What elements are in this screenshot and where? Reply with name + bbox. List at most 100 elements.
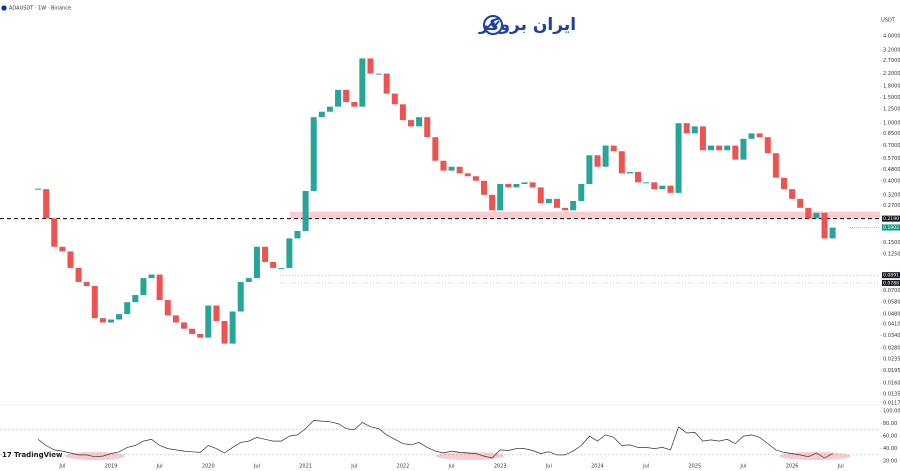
candle [302, 190, 309, 231]
candle [318, 111, 325, 118]
watermark: TradingView [14, 451, 63, 459]
candle [505, 183, 512, 188]
rsi-line [37, 420, 833, 459]
candle [286, 238, 293, 268]
y-tick-label: 0.7000 [883, 143, 900, 149]
candle [416, 117, 423, 127]
candle [529, 182, 536, 188]
y-tick-label: 0.8500 [883, 131, 900, 137]
candle [237, 281, 244, 312]
candle [667, 185, 674, 193]
candle [197, 333, 204, 338]
x-tick-label: 2021 [299, 464, 312, 470]
candle [108, 319, 114, 323]
candle [480, 180, 487, 195]
x-tick-label: Jul [58, 464, 65, 470]
candle [440, 160, 447, 171]
x-tick-label: Jul [545, 464, 552, 470]
candle [91, 286, 98, 319]
y-tick-label: 0.0410 [883, 321, 900, 327]
rsi-tick-label: 80.00 [883, 421, 897, 427]
y-tick-label: 0.3200 [883, 192, 900, 198]
candle [383, 73, 390, 94]
candle [262, 246, 269, 262]
y-tick-label: 0.4800 [883, 167, 900, 173]
highlight [436, 452, 504, 460]
candle [448, 166, 455, 171]
candle [602, 145, 609, 167]
x-tick-label: 2025 [688, 464, 701, 470]
candle [124, 302, 131, 315]
candle [132, 295, 139, 303]
resistance-zone [290, 211, 880, 219]
candle [326, 106, 333, 112]
candle [724, 145, 731, 151]
y-tick-label: 0.5700 [883, 156, 900, 162]
candle [67, 251, 74, 268]
candle [675, 123, 682, 193]
candle [764, 137, 771, 154]
candle [294, 230, 301, 239]
candle [75, 267, 82, 282]
candle [691, 126, 698, 134]
x-tick-label: Jul [837, 464, 844, 470]
rsi-tick-label: 20.00 [883, 459, 897, 465]
candle [716, 145, 723, 151]
candle [253, 246, 260, 279]
candle [699, 126, 706, 151]
x-tick-label: 2026 [786, 464, 799, 470]
y-tick-label: 2.2000 [883, 71, 900, 77]
candle [805, 207, 812, 219]
candle [708, 145, 715, 151]
y-tick-label: 0.0340 [883, 333, 900, 339]
candle [456, 166, 463, 174]
candle [270, 261, 277, 268]
candle [578, 183, 585, 201]
x-tick-label: Jul [350, 464, 357, 470]
candle [343, 89, 350, 103]
candle [391, 93, 398, 105]
y-tick-label: 1.8000 [883, 84, 900, 90]
candle [594, 155, 601, 167]
rsi-tick-label: 60.00 [883, 434, 897, 440]
candle [829, 227, 836, 239]
candle [172, 315, 179, 323]
y-tick-label: 1.5000 [883, 95, 900, 101]
candle [586, 155, 593, 184]
x-tick-label: 2022 [397, 464, 410, 470]
y-tick-label: 0.0135 [883, 391, 900, 397]
y-tick-label: 0.0117 [883, 400, 900, 406]
last-price-box [882, 224, 900, 231]
x-tick-label: 2024 [591, 464, 604, 470]
candle [756, 133, 763, 138]
y-tick-label: 0.0160 [883, 381, 900, 387]
y-tick-label: 0.2700 [883, 203, 900, 209]
candle [732, 145, 739, 160]
chart-title: ADAUSDT · 1W · Binance [9, 6, 71, 12]
y-tick-label: 0.4000 [883, 178, 900, 184]
candle [213, 305, 220, 321]
candle [651, 182, 658, 190]
level-label: 0.2190 [883, 216, 899, 222]
candle [464, 173, 471, 177]
candle [375, 73, 382, 75]
y-tick-label: 2.7000 [883, 58, 900, 64]
y-tick-label: 0.0195 [883, 368, 900, 374]
candle [221, 320, 228, 344]
candle [335, 89, 342, 107]
rsi-tick-label: 100.00 [883, 409, 900, 415]
candle [351, 102, 358, 107]
y-tick-label: 1.0000 [883, 121, 900, 127]
candle [156, 274, 163, 301]
candle [83, 281, 90, 287]
candle [821, 212, 828, 239]
candle [562, 207, 569, 211]
y-tick-label: 0.1500 [883, 240, 900, 246]
candle [513, 183, 520, 188]
candle [310, 117, 317, 191]
y-tick-label: 0.0580 [883, 300, 900, 306]
candle [164, 300, 171, 316]
candle [43, 189, 50, 219]
candle [659, 185, 666, 190]
